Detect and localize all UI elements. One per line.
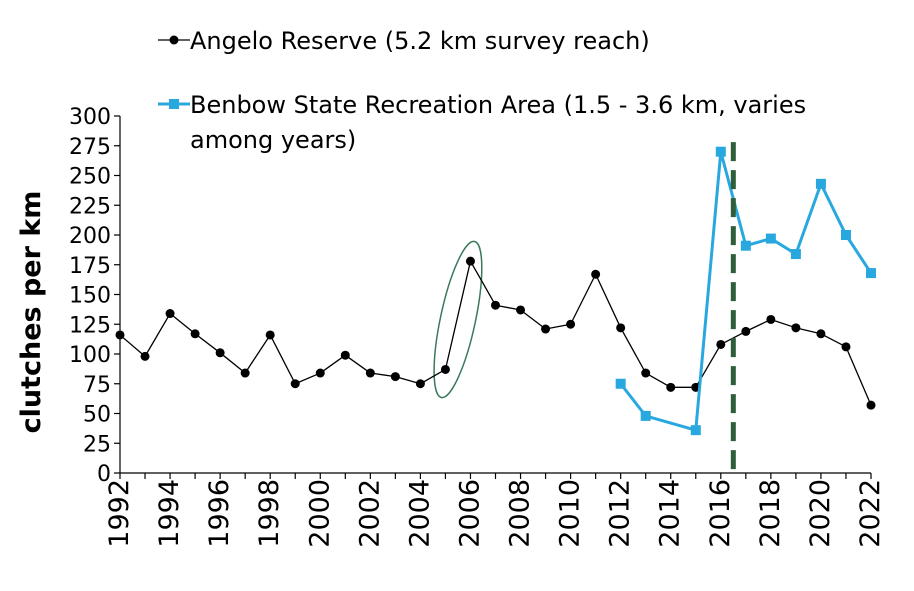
x-tick-label-2010: 2010 [555,479,586,548]
series-angelo-line [119,260,872,406]
x-tick-label-2012: 2012 [605,479,636,548]
x-tick-label-2006: 2006 [454,479,485,548]
legend-label-benbow-line2: among years) [190,126,356,154]
point-angelo-2000 [315,368,325,378]
point-angelo-1992 [115,330,125,340]
point-angelo-1995 [190,329,200,339]
highlight-ellipse [433,240,483,399]
point-angelo-2019 [791,323,801,333]
y-tick-label-175: 175 [69,254,111,279]
point-angelo-2001 [340,350,350,360]
point-benbow-2019 [790,249,801,260]
point-benbow-2012 [615,378,626,389]
legend-label-benbow-line1: Benbow State Recreation Area (1.5 - 3.6 … [190,91,806,119]
legend-swatch-benbow-marker [169,99,179,109]
plot-area: 0 25 50 75 100 125 150 175 200 225 250 275 300 1992 19… [69,105,886,548]
point-benbow-2021 [840,230,851,240]
x-tick-label-2008: 2008 [505,479,536,548]
point-angelo-2016 [716,339,726,349]
y-tick-label-100: 100 [69,343,111,368]
y-tick-label-0: 0 [97,462,111,487]
point-angelo-2004 [415,379,425,389]
y-tick-label-200: 200 [69,224,111,249]
x-tick-label-2022: 2022 [855,479,886,548]
y-tick-label-125: 125 [69,313,111,338]
point-angelo-2009 [541,324,551,334]
point-angelo-1997 [240,368,250,378]
x-tick-label-2004: 2004 [404,479,435,548]
point-angelo-2006 [465,256,475,266]
point-angelo-2014 [666,382,676,392]
x-tick-label-1996: 1996 [204,479,235,548]
legend: Angelo Reserve (5.2 km survey reach) Ben… [158,27,806,154]
x-tick-label-1998: 1998 [254,479,285,548]
point-angelo-2007 [491,300,500,310]
point-benbow-2016 [715,146,726,157]
y-tick-label-225: 225 [69,194,111,219]
x-tick-label-2020: 2020 [805,479,836,548]
point-benbow-2022 [866,268,876,279]
point-angelo-1996 [215,348,225,358]
point-angelo-1993 [140,351,150,361]
legend-label-angelo: Angelo Reserve (5.2 km survey reach) [190,27,650,55]
series-benbow-line [619,150,873,432]
x-tick-label-1992: 1992 [104,479,135,548]
point-angelo-2013 [641,368,651,378]
point-angelo-2018 [766,314,776,324]
y-tick-label-250: 250 [69,165,111,190]
point-angelo-2011 [591,269,601,279]
point-angelo-2012 [616,323,626,333]
y-tick-label-150: 150 [69,284,111,309]
point-benbow-2015 [690,425,701,436]
point-angelo-2008 [516,305,526,315]
point-benbow-2020 [815,178,826,189]
point-angelo-2003 [390,372,400,382]
point-angelo-2020 [816,329,826,339]
legend-entry-benbow: Benbow State Recreation Area (1.5 - 3.6 … [158,91,806,154]
point-benbow-2018 [765,233,776,244]
point-angelo-2005 [440,364,450,374]
y-axis-label: clutches per km [16,191,47,434]
y-tick-label-275: 275 [69,135,111,160]
legend-swatch-angelo-marker [169,35,179,45]
point-benbow-2017 [740,240,751,251]
point-benbow-2013 [640,410,651,421]
x-tick-label-2016: 2016 [705,479,736,548]
y-tick-label-75: 75 [83,373,111,398]
y-tick-label-300: 300 [69,105,111,130]
point-angelo-2021 [841,342,851,352]
x-tick-label-2002: 2002 [354,479,385,548]
y-tick-label-25: 25 [83,432,111,457]
point-angelo-2022 [866,400,876,410]
x-tick-label-2014: 2014 [655,479,686,548]
point-angelo-1998 [265,330,275,340]
y-tick-label-50: 50 [83,403,111,428]
point-angelo-2017 [741,326,751,336]
point-angelo-1999 [290,379,300,389]
point-angelo-2010 [566,319,576,329]
point-angelo-1994 [165,309,175,319]
x-tick-label-1994: 1994 [154,479,185,548]
legend-entry-angelo: Angelo Reserve (5.2 km survey reach) [158,27,650,55]
point-angelo-2002 [365,368,375,378]
x-tick-label-2018: 2018 [755,479,786,548]
x-tick-label-2000: 2000 [304,479,335,548]
